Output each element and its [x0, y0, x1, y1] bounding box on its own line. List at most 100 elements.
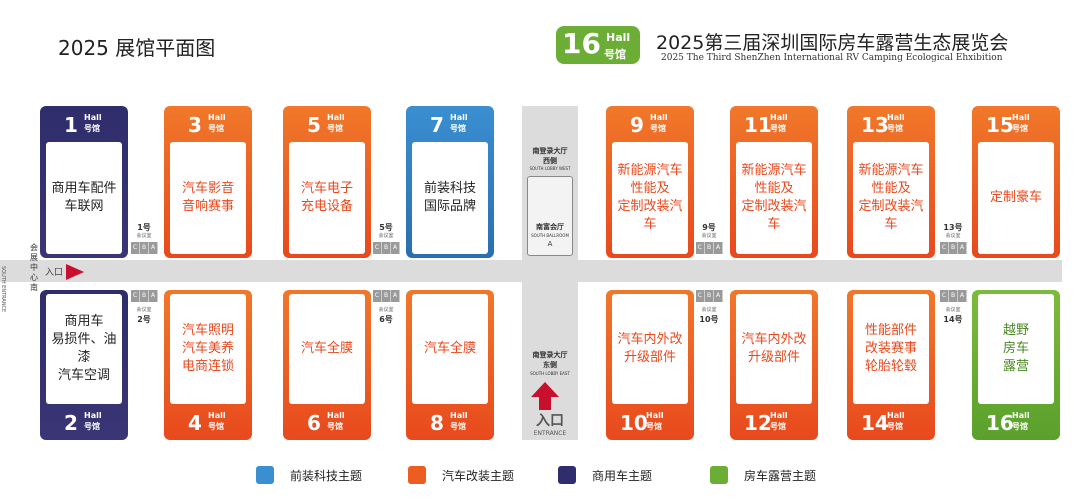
legend-swatch-orange	[408, 466, 426, 484]
hall-theme-text: 汽车电子 充电设备	[301, 180, 353, 216]
hall-theme-text: 新能源汽车 性能及 定制改装汽车	[612, 162, 688, 234]
meeting-room-letter: A	[149, 290, 158, 302]
hall-number: 8	[430, 411, 444, 435]
hall-en-label: Hall	[327, 113, 345, 122]
hall-cn-label: 号馆	[327, 124, 343, 133]
hall-4[interactable]: 4 Hall 号馆 汽车照明 汽车美养 电商连锁	[164, 290, 252, 440]
meeting-room-label: 会议室	[701, 307, 717, 313]
hall-en-label: Hall	[450, 411, 468, 420]
left-entrance-label[interactable]: 入口	[45, 268, 64, 278]
hall-number: 11	[744, 113, 772, 137]
hall-15[interactable]: 15 Hall 号馆 定制豪车	[972, 106, 1060, 258]
hall-theme-text: 汽车照明 汽车美养 电商连锁	[182, 322, 234, 376]
hall-cn-label: 号馆	[208, 422, 224, 431]
hall-cn-label: 号馆	[650, 124, 666, 133]
south-entrance-label[interactable]: 入口	[536, 413, 564, 429]
hall-theme-line: 轮胎轮毂	[864, 359, 917, 374]
meeting-room-number: 6号	[379, 315, 393, 324]
meeting-room-letter: B	[705, 290, 714, 302]
hall-11[interactable]: 11 Hall 号馆 新能源汽车 性能及 定制改装汽车	[730, 106, 818, 258]
meeting-room-number: 9号	[702, 223, 716, 232]
hall-theme-text: 越野 房车 露营	[1003, 322, 1029, 376]
meeting-room-letter: A	[714, 290, 723, 302]
hall-10[interactable]: 10 Hall 号馆 汽车内外改 升级部件	[606, 290, 694, 440]
hall-theme-line: 汽车美养	[181, 341, 234, 356]
hall-en-label: Hall	[887, 411, 905, 420]
hall-theme-line: 升级部件	[747, 350, 800, 365]
meeting-room-number: 10号	[699, 315, 719, 324]
hall-14[interactable]: 14 Hall 号馆 性能部件 改装赛事 轮胎轮毂	[847, 290, 935, 440]
hall-number: 13	[861, 113, 889, 137]
hall-cn-label: 号馆	[327, 422, 343, 431]
hall-6[interactable]: 6 Hall 号馆 汽车全膜	[283, 290, 371, 440]
hall-5[interactable]: 5 Hall 号馆 汽车电子 充电设备	[283, 106, 371, 258]
east-lobby-side: 东侧	[543, 361, 557, 369]
hall-theme-text: 汽车内外改 升级部件	[741, 331, 806, 367]
hall-theme-line: 汽车空调	[57, 368, 110, 383]
hall-9[interactable]: 9 Hall 号馆 新能源汽车 性能及 定制改装汽车	[606, 106, 694, 258]
hall-en-label: Hall	[887, 113, 905, 122]
hall-theme-box: 汽车电子 充电设备	[289, 142, 365, 254]
hall-theme-text: 性能部件 改装赛事 轮胎轮毂	[865, 322, 917, 376]
hall-theme-line: 汽车内外改	[617, 332, 683, 347]
east-lobby-en: SOUTH LOBBY EAST	[530, 371, 570, 376]
hall-en-label: Hall	[646, 411, 664, 420]
hall-theme-box: 前装科技 国际品牌	[412, 142, 488, 254]
hall-theme-box: 汽车内外改 升级部件	[612, 294, 688, 404]
meeting-room-letter: C	[373, 242, 382, 254]
hall-12[interactable]: 12 Hall 号馆 汽车内外改 升级部件	[730, 290, 818, 440]
hall-7[interactable]: 7 Hall 号馆 前装科技 国际品牌	[406, 106, 494, 258]
south-ballroom[interactable]	[527, 176, 573, 256]
meeting-room-letter: B	[140, 242, 149, 254]
hall-cn-label: 号馆	[208, 124, 224, 133]
hall-theme-line: 新能源汽车	[858, 163, 924, 178]
west-lobby-side: 西侧	[543, 157, 557, 165]
hall-en-label: Hall	[650, 113, 668, 122]
meeting-room-label: 会议室	[378, 233, 394, 239]
hall-theme-text: 商用车 易损件、油漆 汽车空调	[46, 313, 122, 385]
hall-13[interactable]: 13 Hall 号馆 新能源汽车 性能及 定制改装汽车	[847, 106, 935, 258]
meeting-room-number: 13号	[943, 223, 963, 232]
hall-theme-box: 新能源汽车 性能及 定制改装汽车	[736, 142, 812, 254]
hall-theme-box: 新能源汽车 性能及 定制改装汽车	[853, 142, 929, 254]
legend-item-green: 房车露营主题	[710, 466, 816, 484]
hall-theme-text: 商用车配件 车联网	[51, 180, 116, 216]
hall-2[interactable]: 2 Hall 号馆 商用车 易损件、油漆 汽车空调	[40, 290, 128, 440]
hall-theme-line: 汽车电子	[300, 181, 353, 196]
legend-label-purple: 商用车主题	[592, 468, 653, 483]
south-entrance-en: ENTRANCE	[533, 430, 567, 437]
hall-en-label: Hall	[450, 113, 468, 122]
ballroom-en: SOUTH BALLROOM	[531, 233, 569, 238]
entrance-arrow-icon	[531, 382, 559, 397]
meeting-room-letter: B	[140, 290, 149, 302]
meeting-room-letter: C	[696, 290, 705, 302]
hall-16[interactable]: 16 Hall 号馆 越野 房车 露营	[972, 290, 1060, 440]
hall-theme-line: 汽车内外改	[741, 332, 807, 347]
left-entrance-vertical-label: 会展中心南	[30, 243, 38, 292]
meeting-room-letter: B	[949, 290, 958, 302]
hall-theme-line: 露营	[1002, 359, 1029, 374]
hall-number: 14	[861, 411, 889, 435]
hall-theme-box: 新能源汽车 性能及 定制改装汽车	[612, 142, 688, 254]
hall-theme-line: 商用车	[64, 314, 104, 329]
hall-16-badge: 16 Hall 号馆	[556, 26, 640, 64]
hall-theme-box: 汽车影音 音响赛事	[170, 142, 246, 254]
hall-cn-label: 号馆	[450, 124, 466, 133]
hall-1[interactable]: 1 Hall 号馆 商用车配件 车联网	[40, 106, 128, 258]
meeting-room-label: 会议室	[136, 233, 152, 239]
hall-number: 3	[188, 113, 202, 137]
hall-8[interactable]: 8 Hall 号馆 汽车全膜	[406, 290, 494, 440]
legend-swatch-purple	[558, 466, 576, 484]
meeting-room-letter: B	[705, 242, 714, 254]
hall-theme-line: 汽车照明	[181, 323, 234, 338]
hall-number: 12	[744, 411, 772, 435]
hall-3[interactable]: 3 Hall 号馆 汽车影音 音响赛事	[164, 106, 252, 258]
